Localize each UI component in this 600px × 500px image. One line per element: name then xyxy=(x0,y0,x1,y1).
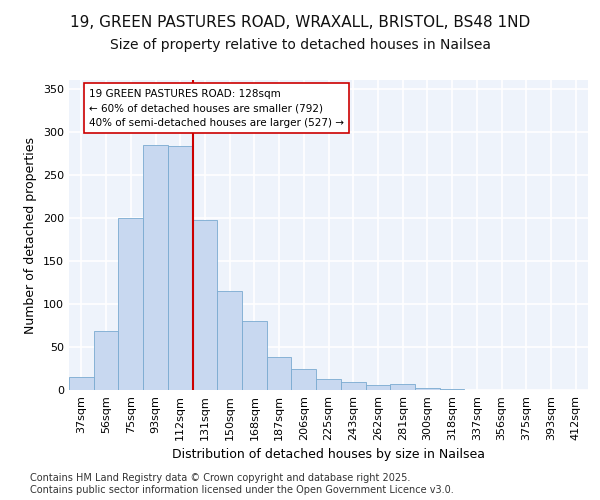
Bar xyxy=(390,384,415,390)
Bar xyxy=(94,332,118,390)
Bar xyxy=(341,382,365,390)
Y-axis label: Number of detached properties: Number of detached properties xyxy=(25,136,37,334)
Bar xyxy=(118,218,143,390)
Bar xyxy=(193,220,217,390)
Text: 19 GREEN PASTURES ROAD: 128sqm
← 60% of detached houses are smaller (792)
40% of: 19 GREEN PASTURES ROAD: 128sqm ← 60% of … xyxy=(89,88,344,128)
Bar xyxy=(415,388,440,390)
Bar xyxy=(316,379,341,390)
Bar xyxy=(440,389,464,390)
Text: Size of property relative to detached houses in Nailsea: Size of property relative to detached ho… xyxy=(110,38,491,52)
Text: 19, GREEN PASTURES ROAD, WRAXALL, BRISTOL, BS48 1ND: 19, GREEN PASTURES ROAD, WRAXALL, BRISTO… xyxy=(70,15,530,30)
Bar xyxy=(217,291,242,390)
Bar xyxy=(365,385,390,390)
Bar xyxy=(267,358,292,390)
Bar xyxy=(242,321,267,390)
Bar xyxy=(292,370,316,390)
Text: Contains HM Land Registry data © Crown copyright and database right 2025.
Contai: Contains HM Land Registry data © Crown c… xyxy=(30,474,454,495)
Bar xyxy=(168,146,193,390)
X-axis label: Distribution of detached houses by size in Nailsea: Distribution of detached houses by size … xyxy=(172,448,485,461)
Bar xyxy=(143,144,168,390)
Bar xyxy=(69,377,94,390)
